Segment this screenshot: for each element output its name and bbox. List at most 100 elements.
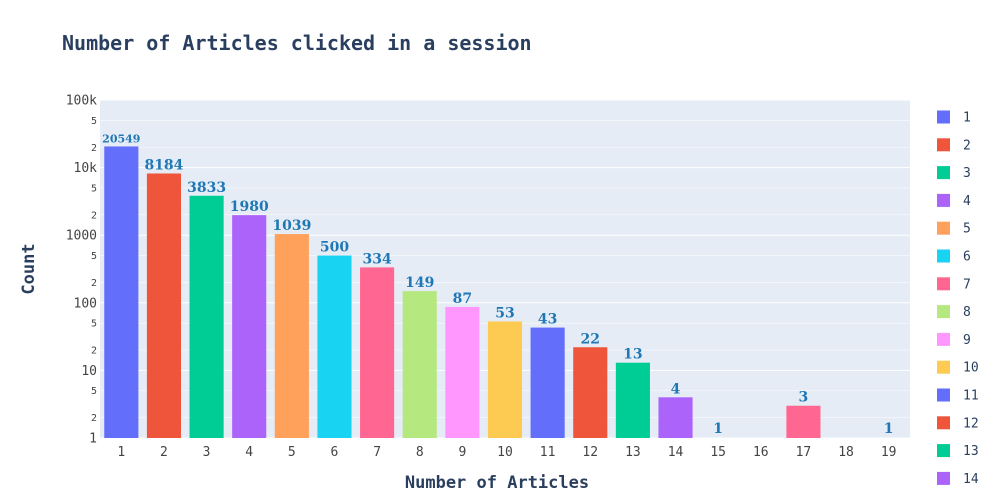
legend-label: 11 (963, 389, 979, 404)
x-tick-label: 7 (373, 445, 381, 460)
legend-label: 3 (963, 166, 971, 181)
legend-swatch (937, 305, 950, 319)
y-minor-tick-label: 5 (91, 386, 97, 397)
x-tick-label: 1 (117, 445, 125, 460)
bar[interactable] (402, 291, 437, 438)
x-tick-label: 13 (625, 445, 641, 460)
legend-label: 6 (963, 250, 971, 265)
legend-item[interactable]: 2 (937, 138, 971, 153)
legend-label: 5 (963, 222, 971, 237)
y-axis-ticks: 1 2 5 10 2 5 100 2 5 1000 2 5 10k 2 5 100k (66, 94, 97, 447)
x-tick-label: 2 (160, 445, 168, 460)
legend-label: 9 (963, 333, 971, 348)
legend-item[interactable]: 10 (937, 360, 979, 376)
legend-item[interactable]: 14 (937, 471, 979, 487)
legend-item[interactable]: 4 (937, 193, 971, 209)
y-minor-tick-label: 5 (91, 251, 97, 262)
bars (104, 146, 821, 438)
bar-value-label: 3833 (187, 180, 226, 196)
y-minor-tick-label: 5 (91, 319, 97, 330)
bar[interactable] (146, 173, 181, 438)
legend-label: 7 (963, 277, 971, 292)
bar-value-label: 8184 (144, 157, 183, 173)
x-tick-label: 9 (458, 445, 466, 460)
legend-item[interactable]: 9 (937, 332, 971, 348)
y-axis-title: Count (19, 243, 39, 294)
legend-swatch (937, 249, 950, 263)
legend-item[interactable]: 7 (937, 277, 971, 292)
bar-value-label: 1980 (230, 199, 269, 215)
bar-value-label: 1 (713, 421, 723, 437)
legend-item[interactable]: 11 (937, 388, 979, 404)
legend-item[interactable]: 3 (937, 166, 971, 181)
legend-item[interactable]: 13 (937, 444, 979, 459)
legend-item[interactable]: 12 (937, 416, 979, 431)
bar-value-label: 149 (405, 275, 434, 291)
bar-value-label: 1 (884, 421, 894, 437)
legend-item[interactable]: 8 (937, 305, 971, 320)
legend-label: 13 (963, 444, 979, 459)
y-minor-tick-label: 2 (91, 278, 97, 289)
legend-swatch (937, 471, 950, 485)
legend-swatch (937, 193, 950, 207)
bar[interactable] (189, 195, 224, 438)
legend-swatch (937, 138, 950, 152)
legend-label: 1 (963, 111, 971, 126)
bar[interactable] (615, 362, 650, 438)
bar-value-label: 13 (623, 347, 642, 363)
y-minor-tick-label: 5 (91, 183, 97, 194)
x-tick-label: 10 (497, 445, 513, 460)
bar[interactable] (317, 255, 352, 438)
x-tick-label: 17 (796, 445, 812, 460)
legend-label: 8 (963, 305, 971, 320)
x-tick-label: 8 (416, 445, 424, 460)
y-tick-label: 100 (74, 296, 97, 311)
legend-label: 4 (963, 194, 971, 209)
legend-swatch (937, 110, 950, 124)
bar-value-label: 334 (362, 251, 391, 267)
legend-item[interactable]: 1 (937, 110, 971, 126)
x-tick-label: 16 (753, 445, 769, 460)
bar-value-label: 22 (581, 331, 600, 347)
bar[interactable] (445, 306, 480, 438)
x-tick-label: 12 (582, 445, 598, 460)
x-tick-label: 14 (668, 445, 684, 460)
legend-item[interactable]: 5 (937, 221, 971, 237)
x-axis-title: Number of Articles (405, 473, 589, 493)
x-tick-label: 19 (881, 445, 897, 460)
bar[interactable] (530, 327, 565, 438)
legend-swatch (937, 332, 950, 346)
bar[interactable] (573, 347, 608, 438)
legend-swatch (937, 166, 950, 180)
bar-value-label: 3 (799, 390, 809, 406)
legend-swatch (937, 360, 950, 374)
y-minor-tick-label: 2 (91, 210, 97, 221)
bar[interactable] (487, 321, 523, 438)
bar-value-label: 500 (320, 240, 349, 256)
bar[interactable] (232, 215, 267, 438)
y-tick-label: 10 (81, 364, 97, 379)
bar[interactable] (104, 146, 139, 438)
legend-swatch (937, 416, 950, 430)
legend-swatch (937, 444, 950, 458)
legend-item[interactable]: 6 (937, 249, 971, 265)
y-minor-tick-label: 5 (91, 116, 97, 127)
x-tick-label: 4 (245, 445, 253, 460)
bar-value-label: 43 (538, 312, 557, 328)
bar[interactable] (658, 397, 693, 438)
bar[interactable] (274, 234, 309, 438)
bar[interactable] (786, 405, 821, 438)
y-tick-label: 100k (66, 94, 97, 109)
y-tick-label: 1 (89, 432, 97, 447)
bar[interactable] (360, 267, 395, 438)
x-tick-label: 6 (331, 445, 339, 460)
y-minor-tick-label: 2 (91, 346, 97, 357)
y-minor-tick-label: 2 (91, 413, 97, 424)
legend-label: 10 (963, 361, 979, 376)
legend-label: 2 (963, 138, 971, 153)
x-tick-label: 15 (710, 445, 726, 460)
x-tick-label: 5 (288, 445, 296, 460)
